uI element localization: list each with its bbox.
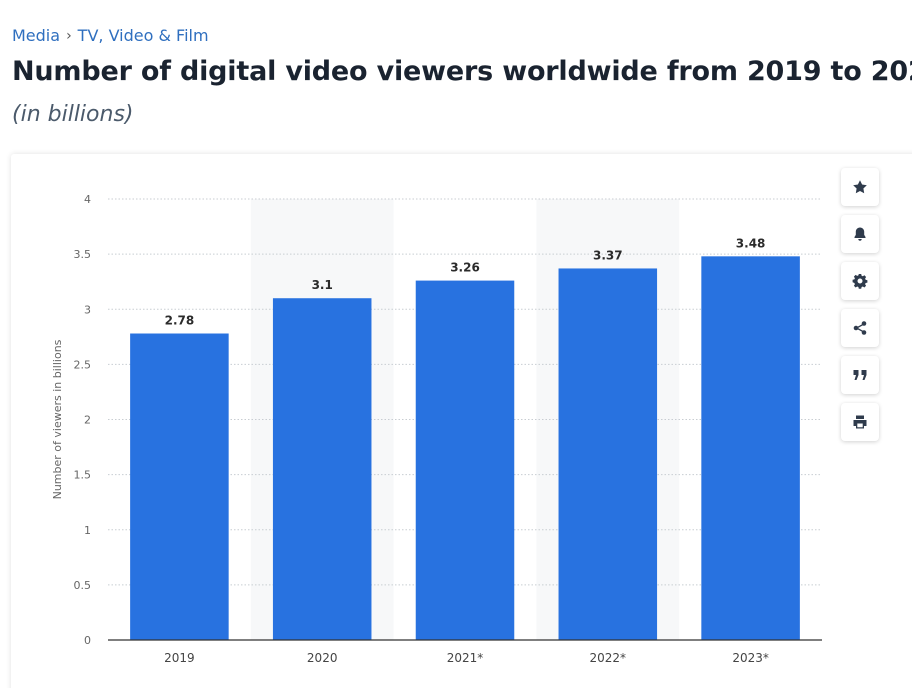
y-tick-label: 1 [84,524,91,537]
bar [130,333,229,640]
y-tick-label: 0 [84,634,91,647]
print-icon [853,415,867,429]
gear-icon [852,274,868,289]
x-tick-label: 2023* [732,651,769,665]
bell-icon [854,227,866,241]
bar [415,280,515,640]
y-tick-label: 2 [84,414,91,427]
favorite-button[interactable] [841,168,879,206]
bar [272,298,372,640]
share-icon [853,321,867,335]
settings-button[interactable] [841,262,879,300]
breadcrumb: Media › TV, Video & Film [12,26,209,45]
bar [701,256,800,640]
y-tick-label: 0.5 [74,579,92,592]
y-tick-label: 4 [84,193,91,206]
y-tick-label: 2.5 [74,358,92,371]
data-label: 3.26 [450,261,480,275]
y-tick-label: 3.5 [74,248,92,261]
x-tick-label: 2021* [447,651,484,665]
data-label: 3.37 [593,248,623,262]
notification-button[interactable] [841,215,879,253]
y-axis-label: Number of viewers in billions [51,339,64,499]
y-tick-label: 1.5 [74,469,92,482]
x-tick-label: 2019 [164,651,195,665]
breadcrumb-item-tv-video-film[interactable]: TV, Video & Film [77,26,209,45]
quote-icon [853,370,867,380]
share-button[interactable] [841,309,879,347]
x-tick-label: 2022* [590,651,627,665]
breadcrumb-separator: › [66,27,72,44]
bar [558,268,658,640]
star-icon [853,180,867,194]
page-title: Number of digital video viewers worldwid… [12,56,912,87]
breadcrumb-item-media[interactable]: Media [12,26,61,45]
chart-toolbar [841,168,879,441]
data-label: 3.1 [312,278,333,292]
cite-button[interactable] [841,356,879,394]
y-tick-label: 3 [84,303,91,316]
data-label: 3.48 [736,236,766,250]
x-tick-label: 2020 [307,651,338,665]
print-button[interactable] [841,403,879,441]
page-subtitle: (in billions) [12,102,134,127]
data-label: 2.78 [165,314,195,328]
